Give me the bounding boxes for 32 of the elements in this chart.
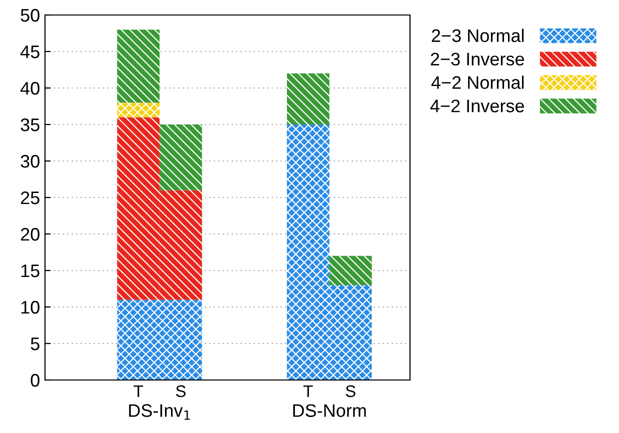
- x-tick-label: S: [346, 385, 356, 398]
- y-tick-label: 45: [20, 46, 40, 58]
- bar: [117, 300, 160, 380]
- y-tick-label: 5: [30, 338, 40, 350]
- y-tick-label: 30: [20, 154, 40, 168]
- bar: [286, 124, 330, 380]
- bar: [117, 117, 160, 300]
- legend-label: 2−3 Inverse: [430, 52, 524, 66]
- bar: [329, 256, 372, 286]
- x-tick-label: T: [134, 385, 144, 397]
- y-tick-label: 40: [20, 82, 40, 95]
- bar: [117, 30, 160, 103]
- legend-label: 4−2 Inverse: [430, 100, 524, 112]
- y-tick-label: 20: [20, 228, 40, 241]
- y-tick-label: 50: [20, 8, 40, 22]
- bar: [160, 124, 202, 190]
- y-tick-label: 10: [21, 300, 40, 314]
- bar: [160, 300, 202, 380]
- x-tick-label: S: [176, 385, 186, 398]
- y-tick-label: 0: [30, 374, 40, 387]
- bar: [160, 190, 202, 300]
- bar: [117, 102, 160, 118]
- legend-label: 2−3 Normal: [432, 28, 524, 42]
- legend-label: 4−2 Normal: [431, 76, 524, 89]
- y-tick-label: 15: [21, 264, 40, 278]
- text: DS-Norm: [293, 404, 366, 417]
- y-tick-label: 25: [20, 191, 40, 204]
- bar: [286, 73, 330, 124]
- bar: [329, 285, 372, 380]
- x-tick-label: T: [303, 385, 313, 397]
- text: DS-Inv$_{1}$: [129, 404, 190, 420]
- y-tick-label: 35: [20, 118, 40, 132]
